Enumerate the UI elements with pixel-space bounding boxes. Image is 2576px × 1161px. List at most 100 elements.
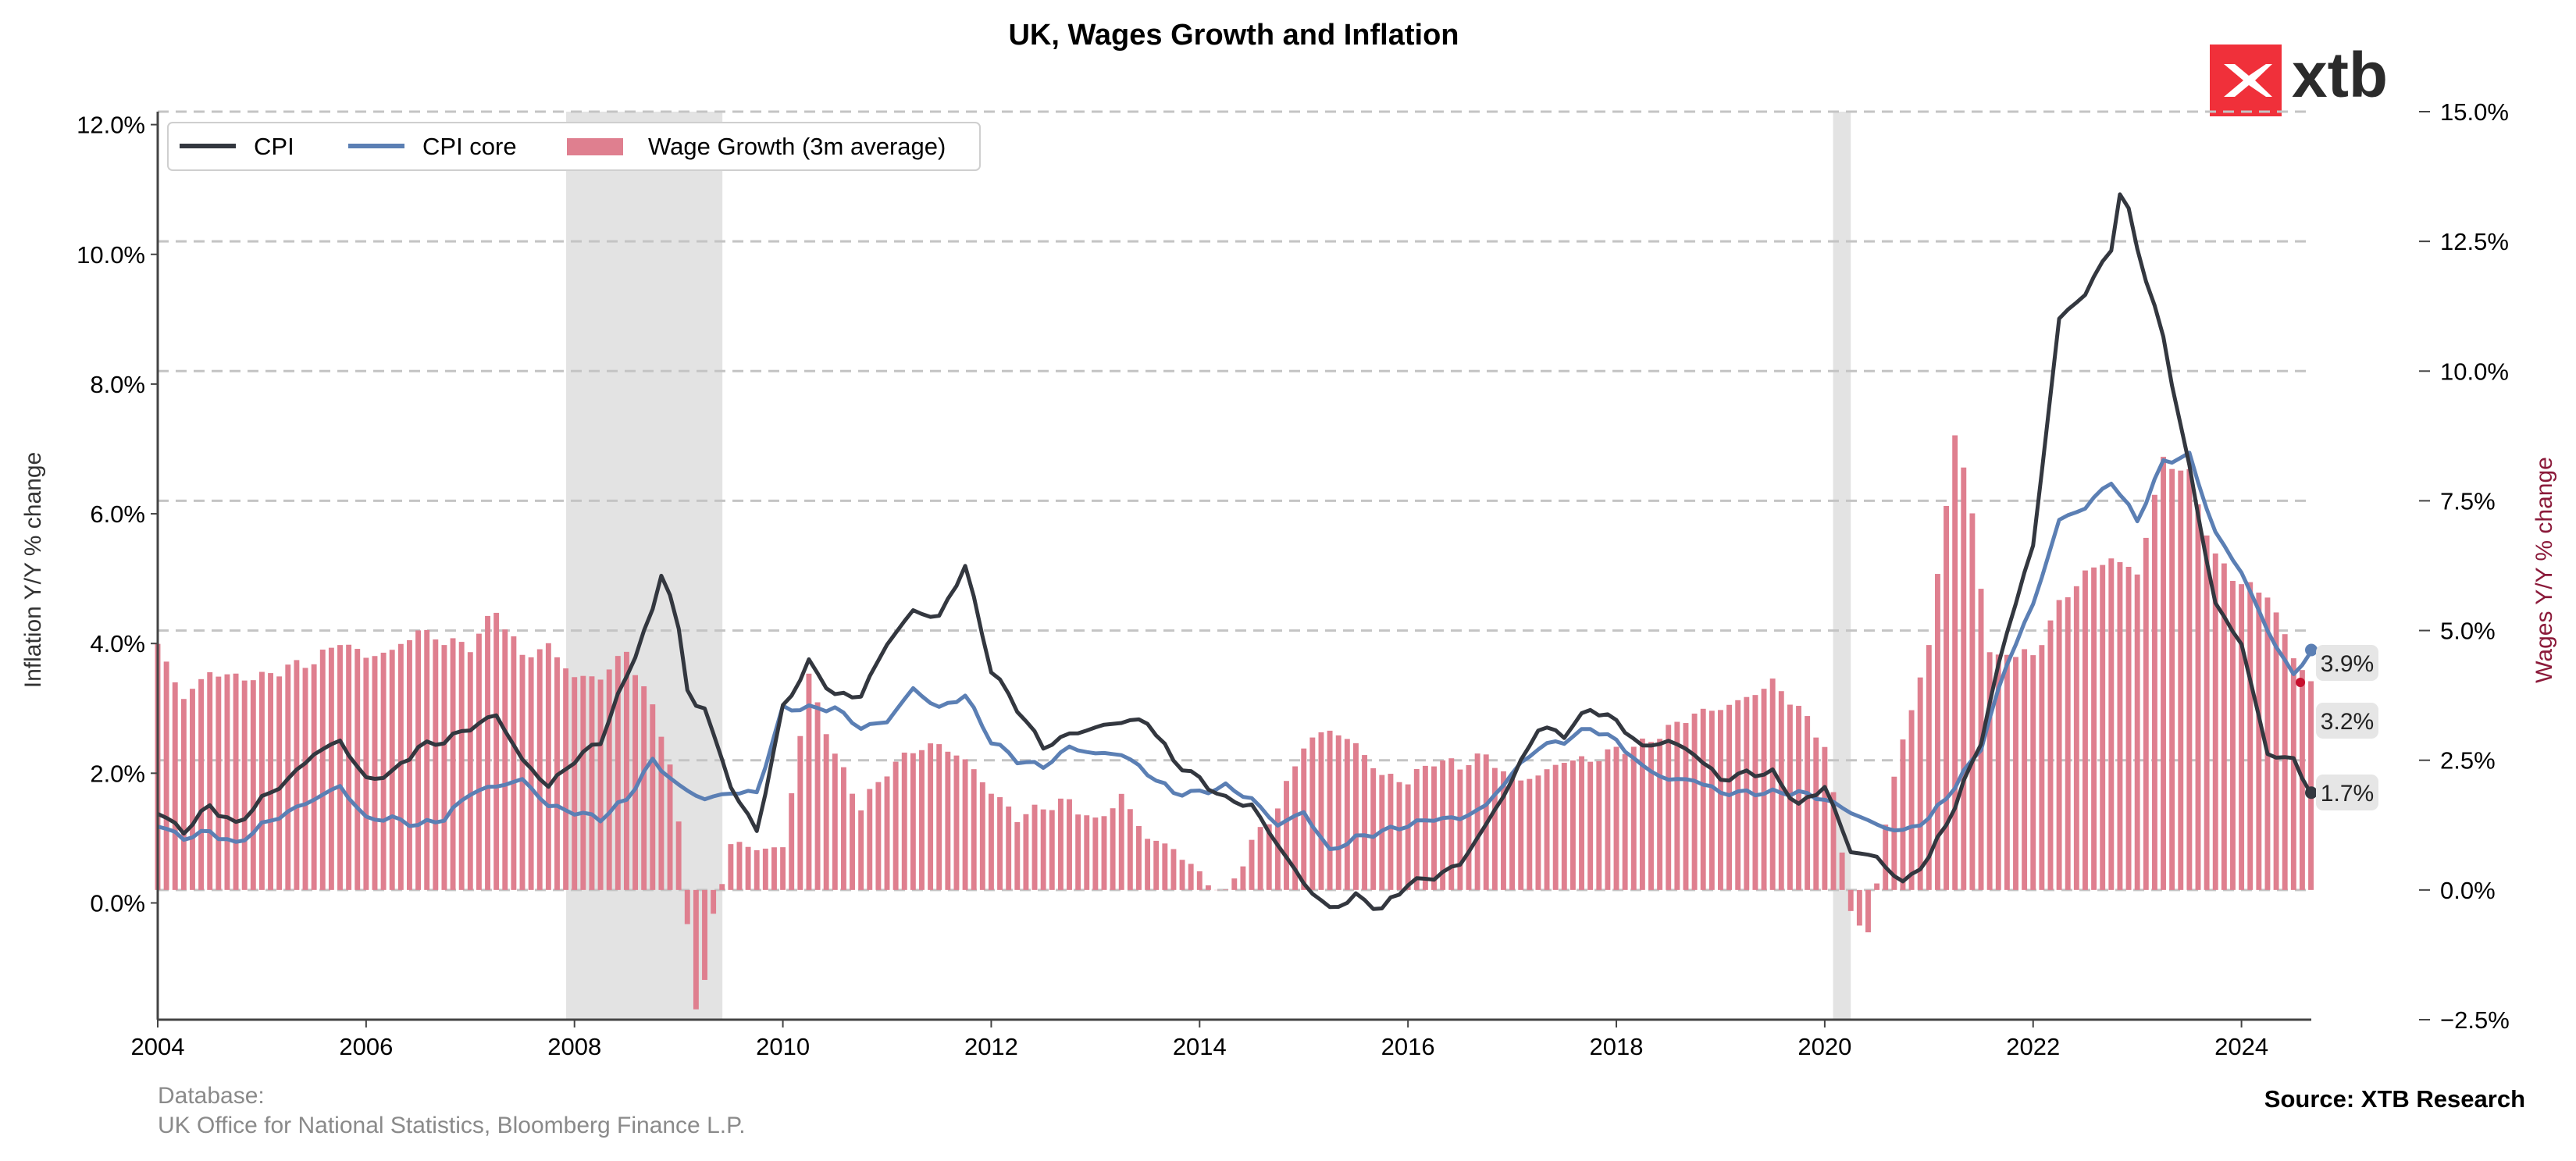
wage-bar	[641, 686, 647, 890]
wage-bar	[458, 642, 465, 890]
wage-bar	[1136, 825, 1142, 890]
series-line-cpi	[156, 192, 2313, 911]
wage-bar	[1422, 765, 1428, 890]
wage-bar	[1518, 780, 1524, 890]
wage-bar	[667, 764, 673, 890]
wage-bar	[1457, 769, 1463, 890]
wage-bar	[2022, 649, 2028, 890]
wage-bar	[311, 664, 317, 890]
database-label: Database:	[158, 1083, 265, 1109]
wage-bar	[1153, 840, 1160, 890]
wage-bar	[650, 704, 656, 890]
wage-bar	[163, 661, 169, 890]
wage-bar	[2091, 567, 2097, 890]
wage-bar	[1544, 769, 1550, 890]
wage-bar	[2239, 584, 2245, 890]
wage-bar	[2039, 645, 2045, 890]
wage-bar	[190, 689, 195, 890]
wage-bar	[1883, 824, 1889, 890]
wage-bar	[1405, 784, 1411, 890]
wage-bar	[1249, 839, 1255, 890]
left-tick-label: 0.0%	[90, 889, 145, 917]
wage-bar	[1352, 743, 1359, 890]
wage-bar	[1761, 689, 1767, 890]
x-tick-label: 2016	[1381, 1033, 1435, 1060]
wage-bar	[1630, 746, 1637, 890]
wage-bar	[2004, 654, 2010, 890]
wage-bar	[2100, 564, 2106, 890]
wage-bar	[728, 844, 734, 890]
wage-bar	[216, 676, 222, 890]
wage-bar	[2247, 582, 2254, 890]
wage-bar	[711, 889, 717, 914]
x-tick-label: 2018	[1590, 1033, 1644, 1060]
wage-bar	[1448, 758, 1455, 890]
wage-bar	[1301, 748, 1307, 890]
wage-bar	[1596, 760, 1602, 890]
wage-bar	[572, 677, 578, 890]
wage-bar	[997, 797, 1003, 890]
wage-bar	[910, 753, 916, 890]
wage-bar	[928, 743, 934, 890]
wage-bars	[155, 435, 2314, 1010]
wage-bar	[1708, 710, 1715, 890]
wage-bar	[2264, 597, 2271, 890]
wage-bar	[754, 849, 760, 890]
wage-bar	[1986, 652, 1993, 890]
wage-bar	[1735, 700, 1741, 890]
wage-bar	[1145, 839, 1151, 890]
wage-bar	[597, 679, 604, 890]
wage-bar	[493, 612, 500, 890]
left-tick-label: 8.0%	[90, 371, 145, 398]
wage-bar	[1040, 809, 1046, 890]
x-tick-label: 2022	[2006, 1033, 2060, 1060]
xtb-logo: xtb	[2210, 40, 2388, 116]
wage-bar	[1952, 435, 1958, 890]
wage-bar	[702, 889, 707, 981]
wage-bar	[1969, 513, 1976, 890]
wage-bar	[2256, 592, 2262, 890]
wage-bar	[2186, 468, 2193, 890]
wage-bar	[1092, 817, 1099, 890]
right-axis-label: Wages Y/Y % change	[2531, 457, 2557, 683]
wage-bar	[893, 761, 899, 890]
wage-bar	[884, 776, 890, 890]
wage-bar	[1535, 775, 1541, 890]
right-tick-label: 7.5%	[2440, 487, 2496, 515]
wage-bar	[1344, 739, 1350, 890]
wage-bar	[397, 643, 404, 890]
wage-bar	[2108, 558, 2115, 890]
wage-bar	[1908, 710, 1915, 890]
endpoint-cpi	[2305, 786, 2318, 800]
wage-bar	[1196, 871, 1202, 890]
wage-bar	[1900, 739, 1906, 890]
wage-bar	[545, 643, 551, 890]
legend-label-wage: Wage Growth (3m average)	[648, 133, 946, 160]
wage-bar	[294, 660, 300, 890]
x-tick-label: 2014	[1173, 1033, 1227, 1060]
wage-bar	[424, 629, 430, 890]
right-tick-label: 0.0%	[2440, 877, 2496, 904]
wage-bar	[953, 755, 960, 890]
wage-bar	[328, 647, 334, 890]
wage-bar	[606, 669, 612, 890]
wage-bar	[1805, 716, 1811, 890]
wage-bar	[1127, 809, 1133, 890]
wage-bar	[2282, 634, 2288, 890]
wage-bar	[1796, 706, 1801, 890]
end-value-labels: 3.9% 3.2% 1.7%	[2316, 645, 2378, 810]
wage-bar	[2117, 562, 2123, 890]
wage-bar	[1474, 753, 1480, 890]
wage-bar	[1170, 849, 1177, 890]
wage-bar	[346, 644, 352, 890]
wage-bar	[180, 699, 187, 890]
wage-bar	[172, 682, 178, 890]
wage-bar	[1162, 843, 1168, 890]
wage-bar	[528, 657, 534, 890]
left-tick-label: 4.0%	[90, 630, 145, 657]
right-tick-label: −2.5%	[2440, 1006, 2510, 1034]
wage-bar	[1718, 710, 1723, 890]
wage-bar	[407, 639, 412, 890]
wage-bar	[919, 750, 925, 890]
left-tick-label: 2.0%	[90, 760, 145, 787]
